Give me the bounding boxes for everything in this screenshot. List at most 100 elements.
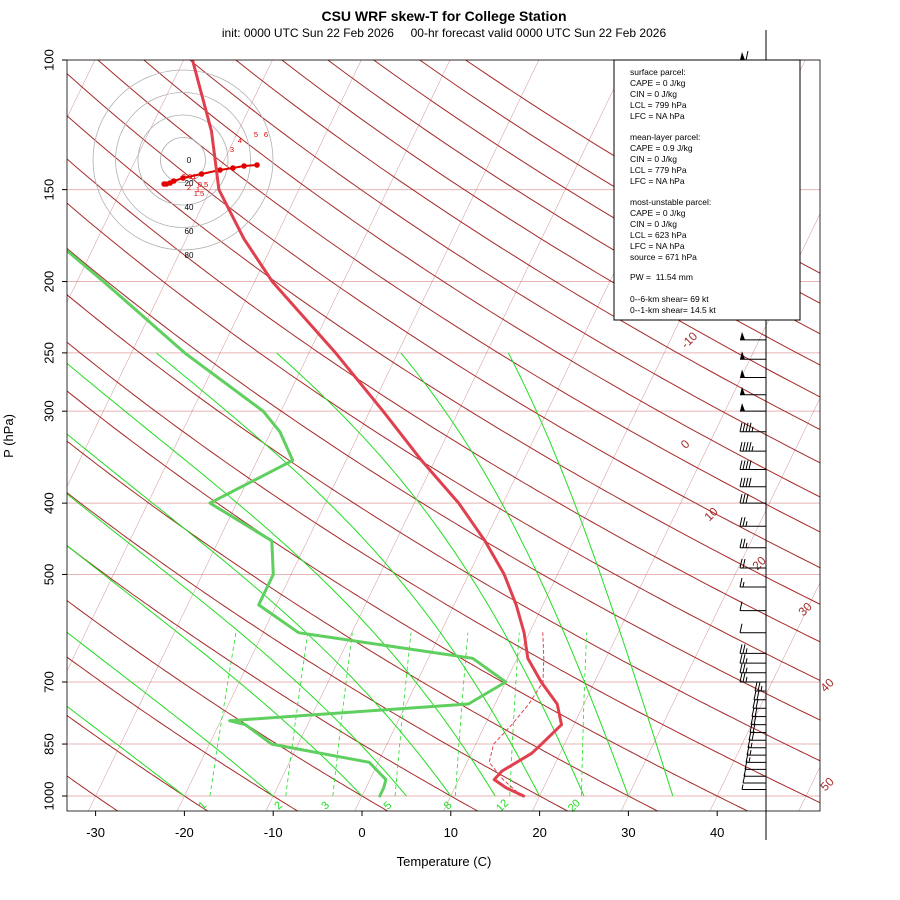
isotherm-line — [709, 582, 820, 811]
temperature-profile — [191, 60, 563, 798]
isotherm-line — [443, 60, 806, 811]
background-lines — [67, 60, 820, 811]
moist-adiabat — [155, 352, 541, 797]
hodograph-height-label: 5 — [254, 130, 258, 139]
hodograph-height-label: 3 — [230, 145, 234, 154]
moist-adiabat — [67, 705, 185, 797]
hodograph-ring-label: 40 — [185, 203, 194, 212]
dry-adiabat — [67, 492, 569, 811]
temperature-tick-label: -30 — [86, 825, 105, 840]
pressure-tick-label: 850 — [41, 733, 56, 755]
wind-barb — [752, 699, 766, 709]
temperature-tick-label: -20 — [175, 825, 194, 840]
legend-ml-title: mean-layer parcel: — [630, 132, 700, 142]
dry-adiabat — [280, 60, 820, 398]
temperature-tick-label: 0 — [358, 825, 365, 840]
legend-surface-cin: CIN = 0 J/kg — [630, 89, 677, 99]
pressure-tick-label: 200 — [41, 271, 56, 293]
mixing-ratio-line — [394, 632, 412, 797]
mixing-ratio-line — [509, 632, 520, 797]
wind-barb — [740, 331, 766, 341]
dry-adiabat — [67, 247, 820, 721]
isotherm-line — [176, 60, 540, 811]
legend-surface-title: surface parcel: — [630, 67, 686, 77]
legend-pw: PW = 11.54 mm — [630, 272, 693, 282]
temperature-tick-label: 20 — [532, 825, 546, 840]
mixing-ratio-line — [209, 632, 237, 797]
wind-barb — [739, 538, 766, 549]
mixing-ratio-line — [581, 632, 588, 797]
hodograph: 0 20 40 60 80 34 5 6 0.010.511.52 — [92, 69, 274, 260]
legend-ml-lfc: LFC = NA hPa — [630, 176, 685, 186]
hodograph-point — [217, 167, 223, 173]
dry-adiabat — [67, 72, 820, 569]
legend-mu-cin: CIN = 0 J/kg — [630, 219, 677, 229]
wind-barb — [740, 369, 766, 378]
x-axis-label: Temperature (C) — [397, 854, 492, 869]
hodograph-ring-label: 0 — [187, 156, 192, 165]
wind-barb — [739, 442, 766, 452]
legend-ml-cape: CAPE = 0.9 J/kg — [630, 143, 693, 153]
moist-adiabat — [67, 433, 452, 797]
dry-adiabat — [143, 60, 820, 498]
hodograph-height-label: 0.01 — [182, 172, 197, 181]
wind-barb — [750, 715, 766, 726]
chart-subtitle: init: 0000 UTC Sun 22 Feb 2026 00-hr for… — [222, 26, 667, 40]
pressure-tick-label: 100 — [41, 49, 56, 71]
isotherm-line — [265, 60, 628, 811]
legend-surface-lfc: LFC = NA hPa — [630, 111, 685, 121]
wind-barb — [740, 403, 766, 412]
dry-adiabat — [67, 656, 299, 811]
pressure-tick-label: 150 — [41, 179, 56, 201]
temperature-tick-label: 10 — [444, 825, 458, 840]
hodograph-height-label: 0.5 — [198, 180, 208, 189]
plot-frame — [66, 59, 821, 812]
mixing-ratio-line — [332, 632, 353, 797]
dry-adiabat — [67, 115, 820, 605]
wind-barb — [742, 773, 766, 784]
isotherm-line — [67, 60, 362, 672]
wind-barb — [740, 351, 766, 360]
dry-adiabat — [67, 714, 209, 811]
hodograph-ring — [160, 137, 206, 183]
legend-shear-6km: 0--6-km shear= 69 kt — [630, 294, 709, 304]
dry-adiabat — [67, 545, 479, 811]
wind-barb — [740, 386, 766, 396]
parcel-legend: surface parcel: CAPE = 0 J/kg CIN = 0 J/… — [613, 59, 801, 321]
wind-barb — [754, 681, 766, 692]
hodograph-height-label: 4 — [238, 136, 242, 145]
pressure-tick-label: 300 — [41, 400, 56, 422]
temperature-tick-label: 30 — [621, 825, 635, 840]
pressure-tick-label: 400 — [41, 492, 56, 514]
wind-barb — [739, 460, 766, 470]
hodograph-height-label: 1.5 — [194, 189, 204, 198]
wind-barb — [739, 654, 766, 664]
wind-barb — [746, 746, 766, 756]
wind-barb — [749, 723, 766, 734]
moist-adiabat — [67, 493, 407, 797]
mixing-ratio-line — [454, 632, 469, 797]
hodograph-point — [198, 171, 205, 177]
wind-barb — [739, 672, 766, 683]
isotherm-line — [620, 397, 820, 811]
dry-adiabat — [67, 599, 389, 811]
hodograph-ring-label: 60 — [185, 227, 194, 236]
wind-barb — [739, 477, 766, 488]
chart-title: CSU WRF skew-T for College Station — [321, 8, 566, 24]
hodograph-height-label: 2 — [187, 183, 191, 192]
temperature-tick-label: -10 — [264, 825, 283, 840]
wind-barb — [741, 784, 766, 791]
wind-barb — [739, 644, 766, 654]
wind-barb — [739, 422, 766, 433]
hodograph-point — [241, 163, 247, 169]
hodograph-height-label: 1 — [196, 185, 200, 194]
hodograph-ring — [92, 69, 274, 251]
pressure-tick-label: 250 — [41, 342, 56, 364]
legend-ml-cin: CIN = 0 J/kg — [630, 154, 677, 164]
hodograph-height-label: 6 — [264, 130, 268, 139]
wind-barb — [739, 577, 766, 588]
wind-barb — [739, 623, 766, 634]
legend-shear-1km: 0--1-km shear= 14.5 kt — [630, 305, 716, 315]
legend-frame — [613, 59, 801, 321]
